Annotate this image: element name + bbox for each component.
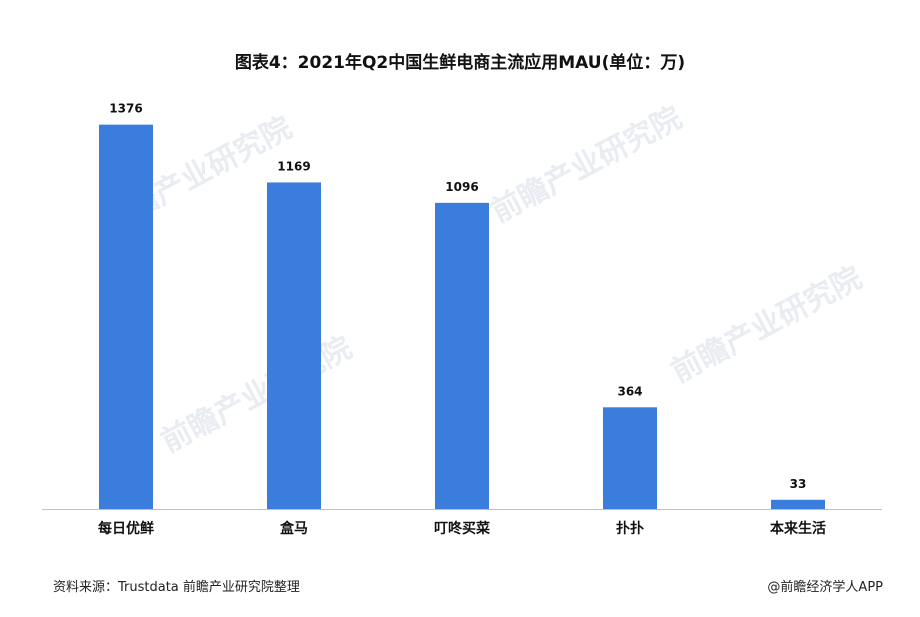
source-note: 资料来源：Trustdata 前瞻产业研究院整理: [53, 580, 300, 595]
bar-3: [603, 407, 657, 509]
data-label-2: 1096: [445, 180, 478, 194]
category-label-2: 叮咚买菜: [434, 520, 491, 537]
bar-chart: 1376 每日优鲜 1169 盒马 1096 叮咚买菜 364 扑扑 33 本来生活: [42, 102, 882, 537]
bar-1: [267, 182, 321, 509]
chart-title: 图表4：2021年Q2中国生鲜电商主流应用MAU(单位：万): [234, 53, 686, 73]
category-label-0: 每日优鲜: [98, 520, 154, 537]
credit-note: @前瞻经济学人APP: [767, 580, 883, 595]
bar-0: [99, 124, 153, 510]
bar-4: [771, 499, 825, 509]
data-label-3: 364: [617, 384, 642, 398]
bar-2: [435, 202, 489, 510]
data-label-0: 1376: [109, 102, 142, 116]
category-label-3: 扑扑: [616, 520, 644, 537]
category-label-1: 盒马: [279, 520, 308, 537]
category-label-4: 本来生活: [770, 520, 826, 537]
data-label-4: 33: [790, 477, 807, 491]
data-label-1: 1169: [277, 159, 310, 173]
